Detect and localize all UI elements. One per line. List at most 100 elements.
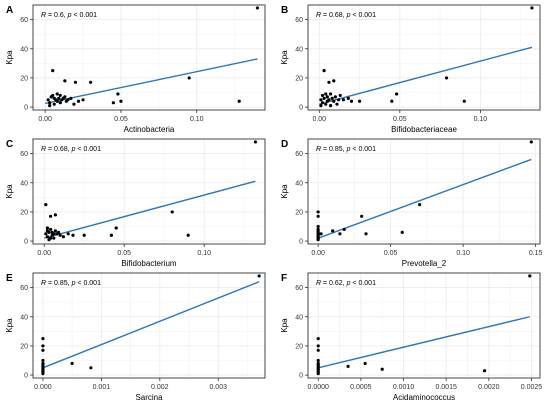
plot-frame	[32, 4, 266, 111]
data-point	[41, 348, 45, 352]
data-point	[81, 98, 85, 102]
data-point	[330, 96, 334, 100]
data-point	[331, 229, 335, 233]
plot-frame	[32, 138, 266, 245]
x-tick-label: 0.002	[151, 384, 169, 391]
y-axis-title: Kpa	[5, 184, 14, 199]
data-point	[72, 102, 76, 106]
panel-letter: B	[281, 5, 288, 16]
stat-annotation: R = 0.68, p < 0.001	[316, 12, 376, 19]
data-point	[320, 93, 325, 98]
data-point	[49, 227, 53, 232]
data-point	[48, 101, 52, 105]
stat-annotation: R = 0.68, p < 0.001	[41, 146, 101, 153]
y-tick-label: 60	[295, 151, 303, 158]
x-axis-title: Bifidobacteriaceae	[391, 125, 457, 134]
x-tick-label: 0.10	[456, 250, 470, 257]
data-point	[346, 364, 350, 368]
plot-area	[308, 5, 540, 110]
data-point	[76, 99, 81, 103]
y-tick-label: 20	[20, 343, 28, 350]
data-point	[418, 203, 422, 207]
data-point	[255, 6, 260, 10]
data-point	[528, 274, 532, 278]
y-tick-label: 60	[20, 17, 28, 24]
stat-p-value: < 0.001	[350, 280, 376, 287]
y-tick-label: 0	[299, 105, 303, 112]
data-point	[324, 92, 328, 96]
x-tick-label: 0.15	[529, 250, 543, 257]
stat-annotation: R = 0.6, p < 0.001	[41, 12, 97, 19]
data-point	[338, 93, 342, 98]
stat-p-prefix: p	[67, 12, 72, 19]
regression-line	[319, 46, 533, 105]
panel-a: 0.00 0.05 0.10 0 20 40 60 A R = 0.6, p < 0.001 Ac…	[5, 4, 266, 134]
data-point	[319, 98, 323, 102]
stat-r-value: = 0.62,	[321, 280, 347, 287]
panel-d: 0.00 0.05 0.10 0.15 0 20 40 60 D R = 0.85, p < 0.…	[280, 138, 543, 268]
data-point	[395, 92, 399, 96]
data-point	[187, 76, 191, 80]
plot-area	[33, 139, 265, 244]
stat-p-value: < 0.001	[75, 280, 101, 287]
data-point	[332, 99, 336, 103]
data-point	[253, 140, 257, 144]
data-point	[257, 274, 261, 278]
x-tick-label: 0.0000	[308, 384, 330, 391]
data-point	[44, 203, 48, 207]
x-tick-label: 0.0020	[478, 384, 500, 391]
data-point	[324, 102, 328, 106]
data-point	[41, 361, 45, 366]
data-point	[327, 98, 331, 102]
data-point	[328, 92, 333, 96]
stat-r-prefix: R	[41, 12, 46, 19]
x-axis-title: Acidaminococcus	[393, 393, 455, 402]
stat-p-prefix: p	[346, 280, 351, 287]
y-axis-title: Kpa	[280, 50, 289, 65]
x-tick-label: 0.10	[190, 116, 204, 123]
panel-c: 0.00 0.05 0.10 0 20 40 60 C R = 0.68, p < 0.001 B…	[5, 138, 266, 268]
stat-r-value: = 0.68,	[321, 12, 347, 19]
data-point	[316, 344, 320, 348]
data-point	[52, 96, 56, 100]
data-point	[341, 98, 346, 102]
data-point	[316, 210, 320, 214]
x-tick-label: 0.0005	[350, 384, 372, 391]
data-point	[316, 235, 320, 239]
y-tick-label: 20	[295, 343, 303, 350]
data-point	[322, 69, 326, 73]
plot-area	[33, 5, 265, 110]
stat-annotation: R = 0.85, p < 0.001	[41, 280, 101, 287]
data-point	[327, 80, 331, 84]
data-point	[364, 232, 368, 236]
data-point	[109, 233, 113, 237]
data-point	[45, 226, 50, 230]
data-point	[170, 210, 174, 214]
plot-frame	[307, 272, 541, 379]
panel-b: 0.00 0.05 0.10 0 20 40 60 B R = 0.68, p < 0.001 B…	[280, 4, 541, 134]
data-point	[47, 230, 51, 234]
stat-r-value: = 0.85,	[46, 280, 72, 287]
data-point	[61, 235, 65, 239]
x-axis-title: Prevotella_2	[402, 259, 447, 268]
data-point	[332, 79, 336, 83]
data-point	[114, 226, 118, 230]
x-tick-label: 0.000	[34, 384, 52, 391]
x-tick-label: 0.0015	[435, 384, 457, 391]
data-point	[41, 372, 45, 376]
data-point	[48, 104, 52, 108]
stat-r-value: = 0.68,	[46, 146, 72, 153]
data-point	[380, 367, 384, 371]
x-tick-label: 0.05	[114, 116, 128, 123]
data-point	[316, 361, 320, 366]
stat-p-prefix: p	[71, 146, 76, 153]
data-point	[53, 229, 58, 233]
x-tick-label: 0.05	[384, 250, 398, 257]
y-tick-label: 60	[295, 285, 303, 292]
data-point	[390, 99, 394, 103]
y-tick-label: 20	[20, 209, 28, 216]
regression-line	[318, 316, 530, 369]
y-tick-label: 20	[295, 75, 303, 82]
panel-letter: A	[6, 5, 13, 16]
